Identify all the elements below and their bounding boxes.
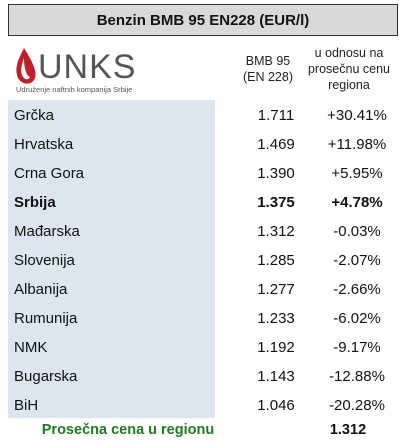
- logo-subtitle: Udruženje naftnih kompanija Srbije: [16, 85, 132, 94]
- price: 1.390: [257, 165, 295, 182]
- change: +11.98%: [327, 136, 387, 153]
- logo-drop-highlight: [21, 58, 30, 80]
- logo-name: UNKS: [38, 48, 136, 86]
- footer-value: 1.312: [329, 422, 367, 438]
- change: -0.03%: [333, 223, 381, 240]
- column-header: u odnosu na prosečnu cenu regiona: [307, 46, 390, 92]
- price: 1.285: [257, 252, 295, 269]
- change: -12.88%: [329, 368, 385, 385]
- country: Slovenija: [14, 252, 75, 269]
- table-row: Rumunija 1.233 -6.02%: [8, 304, 398, 333]
- change: -2.07%: [333, 252, 381, 269]
- country: Grčka: [14, 107, 55, 124]
- change: -20.28%: [329, 397, 385, 414]
- country: BiH: [14, 397, 39, 414]
- column-background: [8, 100, 215, 418]
- country: Mađarska: [14, 223, 80, 240]
- country: Bugarska: [14, 368, 78, 385]
- price: 1.233: [257, 310, 295, 327]
- logo-drop: [16, 48, 36, 84]
- table-row: Crna Gora 1.390 +5.95%: [8, 159, 398, 188]
- table-row: Slovenija 1.285 -2.07%: [8, 246, 398, 275]
- change: -6.02%: [333, 310, 381, 327]
- price: 1.046: [257, 397, 295, 414]
- footer-label: Prosečna cena u regionu: [41, 422, 215, 438]
- change: +5.95%: [331, 165, 383, 182]
- table-row: Srbija 1.375 +4.78%: [8, 188, 398, 217]
- table-row: NMK 1.192 -9.17%: [8, 333, 398, 362]
- table-row: BiH 1.046 -20.28%: [8, 391, 398, 420]
- country: Srbija: [14, 194, 56, 211]
- price: 1.312: [257, 223, 295, 240]
- price: 1.192: [257, 339, 295, 356]
- country: Hrvatska: [14, 136, 74, 153]
- country: Rumunija: [14, 310, 78, 327]
- price: 1.277: [257, 281, 295, 298]
- price: 1.375: [257, 194, 295, 211]
- table-row: Mađarska 1.312 -0.03%: [8, 217, 398, 246]
- table-row: Grčka 1.711 +30.41%: [8, 101, 398, 130]
- change: +4.78%: [331, 194, 383, 211]
- change: -9.17%: [333, 339, 381, 356]
- price: 1.469: [257, 136, 295, 153]
- price: 1.143: [257, 368, 295, 385]
- table-row: Hrvatska 1.469 +11.98%: [8, 130, 398, 159]
- change: +30.41%: [327, 107, 387, 124]
- table-row: Albanija 1.277 -2.66%: [8, 275, 398, 304]
- country: NMK: [14, 339, 48, 356]
- country: Crna Gora: [14, 165, 85, 182]
- column-header: BMB 95 (EN 228): [242, 54, 294, 84]
- price: 1.711: [257, 107, 295, 124]
- logo: UNKS Udruženje naftnih kompanija Srbije: [16, 48, 136, 94]
- change: -2.66%: [333, 281, 381, 298]
- title: Benzin BMB 95 EN228 (EUR/l): [8, 4, 398, 36]
- table-row: Bugarska 1.143 -12.88%: [8, 362, 398, 391]
- country: Albanija: [14, 281, 68, 298]
